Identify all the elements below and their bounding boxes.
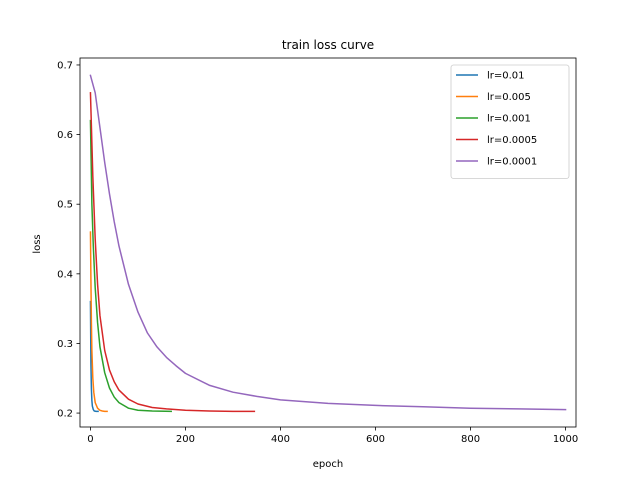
- legend-label: lr=0.005: [487, 92, 531, 103]
- x-tick-label: 800: [461, 434, 480, 445]
- y-tick-label: 0.6: [57, 130, 73, 141]
- x-tick-label: 400: [271, 434, 290, 445]
- series-line-3: [89, 119, 172, 413]
- x-tick-label: 0: [87, 434, 93, 445]
- series-line-5: [89, 74, 567, 411]
- plot-area: 0 200 400 600 800 1000 0.2 0.3 0.4 0.5 0.6 0.7 lr=0.…: [57, 57, 578, 445]
- x-axis-label: epoch: [313, 459, 343, 470]
- y-tick-label: 0.2: [57, 409, 73, 420]
- y-axis-label: loss: [32, 234, 43, 253]
- series-line-4: [89, 92, 256, 413]
- y-tick-label: 0.7: [57, 60, 73, 71]
- axes-frame: [79, 57, 577, 428]
- y-tick-label: 0.4: [57, 269, 73, 280]
- y-tick-label: 0.5: [57, 200, 73, 211]
- x-tick-label: 600: [366, 434, 385, 445]
- series-line-1: [89, 300, 99, 413]
- y-tick-label: 0.3: [57, 339, 73, 350]
- series-line-2: [89, 231, 108, 413]
- legend-label: lr=0.0005: [487, 135, 537, 146]
- x-tick-label: 1000: [553, 434, 578, 445]
- legend-label: lr=0.001: [487, 114, 531, 125]
- x-tick-label: 200: [176, 434, 195, 445]
- chart-title: train loss curve: [282, 38, 374, 52]
- legend-label: lr=0.01: [487, 71, 525, 82]
- legend-label: lr=0.0001: [487, 157, 537, 168]
- legend-box: [450, 64, 570, 179]
